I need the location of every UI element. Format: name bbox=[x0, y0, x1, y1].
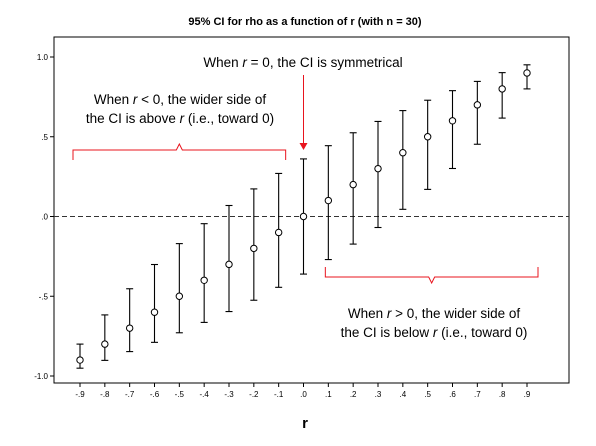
data-point bbox=[101, 340, 109, 348]
annotation-text-run: When bbox=[203, 55, 242, 70]
x-tick-label: -.8 bbox=[100, 390, 110, 399]
annotation-negative-brace bbox=[72, 142, 287, 160]
x-tick-label: .9 bbox=[524, 390, 531, 399]
error-bars bbox=[76, 64, 531, 369]
data-point bbox=[250, 244, 258, 253]
annotation-text-run: When bbox=[348, 306, 387, 321]
chart-title: 95% CI for rho as a function of r (with … bbox=[188, 16, 422, 28]
x-tick-label: .7 bbox=[474, 390, 481, 399]
error-bar bbox=[374, 120, 382, 229]
y-tick-label: 1.0 bbox=[37, 53, 49, 62]
data-point bbox=[399, 149, 407, 157]
data-point bbox=[448, 117, 457, 125]
error-bar bbox=[399, 110, 407, 210]
annotation-positive-brace bbox=[324, 267, 539, 285]
annotation-text-run: r bbox=[433, 325, 438, 340]
annotation-negative-text: the CI is above r (i.e., toward 0) bbox=[86, 111, 274, 126]
x-tick-label: .4 bbox=[399, 390, 406, 399]
annotation-text-run: r bbox=[387, 306, 392, 321]
error-bar bbox=[175, 243, 184, 334]
x-tick-label: .0 bbox=[300, 390, 307, 399]
x-tick-label: -.2 bbox=[249, 390, 259, 399]
error-bar bbox=[523, 64, 531, 90]
x-tick-label: -.4 bbox=[199, 390, 209, 399]
error-bar bbox=[349, 132, 357, 245]
data-point bbox=[349, 180, 357, 189]
data-point bbox=[125, 324, 134, 332]
data-point bbox=[274, 228, 283, 237]
error-bar bbox=[324, 145, 333, 261]
error-bar bbox=[76, 343, 84, 369]
annotation-text-run: r bbox=[242, 55, 247, 70]
plot-area bbox=[53, 36, 570, 384]
annotation-text-run: < 0, the wider side of bbox=[137, 92, 266, 107]
data-point bbox=[324, 196, 333, 205]
x-tick-label: .6 bbox=[449, 390, 456, 399]
data-point bbox=[473, 101, 482, 109]
data-point bbox=[498, 85, 506, 93]
x-tick-label: .1 bbox=[325, 390, 332, 399]
x-axis-label: r bbox=[302, 415, 308, 432]
error-bar bbox=[200, 223, 208, 323]
y-tick-label: .0 bbox=[41, 213, 48, 222]
x-tick-label: -.6 bbox=[150, 390, 160, 399]
data-point bbox=[175, 292, 184, 300]
data-point bbox=[200, 276, 208, 284]
x-tick-label: .2 bbox=[350, 390, 357, 399]
axis-ticks: -1.0 -.5 .0 .5 1.0 -.9 -.8 -.7 -.6 -.5 -.4 -.3 -.2 -.… bbox=[34, 53, 531, 399]
x-tick-label: -.1 bbox=[274, 390, 284, 399]
annotation-text-run: = 0, the CI is symmetrical bbox=[247, 55, 403, 70]
annotation-zero-text: When r = 0, the CI is symmetrical bbox=[203, 55, 402, 70]
x-tick-label: .3 bbox=[375, 390, 382, 399]
data-point bbox=[76, 356, 84, 364]
data-point bbox=[150, 308, 159, 316]
annotation-positive-text: the CI is below r (i.e., toward 0) bbox=[341, 325, 528, 340]
annotation-negative-text: When r < 0, the wider side of bbox=[94, 92, 266, 107]
error-bar bbox=[150, 263, 159, 343]
y-tick-label: -.5 bbox=[39, 292, 49, 301]
error-bar bbox=[299, 158, 308, 275]
annotation-positive-text: When r > 0, the wider side of bbox=[348, 306, 520, 321]
data-point bbox=[299, 212, 308, 221]
error-bar bbox=[250, 188, 258, 301]
data-point bbox=[225, 260, 233, 269]
annotation-text-run: the CI is below bbox=[341, 325, 433, 340]
error-bar bbox=[473, 80, 482, 145]
error-bar bbox=[448, 90, 457, 170]
x-tick-label: -.5 bbox=[175, 390, 185, 399]
annotation-text-run: (i.e., toward 0) bbox=[437, 325, 527, 340]
error-bar bbox=[225, 204, 233, 313]
error-bar bbox=[498, 72, 506, 119]
y-tick-label: .5 bbox=[41, 133, 48, 142]
annotation-text-run: When bbox=[94, 92, 133, 107]
annotation-arrowhead bbox=[299, 143, 308, 150]
annotation-text-run: the CI is above bbox=[86, 111, 180, 126]
x-tick-label: .8 bbox=[499, 390, 506, 399]
annotation-text-run: (i.e., toward 0) bbox=[184, 111, 274, 126]
data-point bbox=[423, 133, 432, 141]
error-bar bbox=[274, 172, 283, 288]
data-point bbox=[374, 164, 382, 173]
error-bar bbox=[423, 99, 432, 190]
x-tick-label: .5 bbox=[424, 390, 431, 399]
x-tick-label: -.3 bbox=[224, 390, 234, 399]
data-point bbox=[523, 69, 531, 77]
error-bar bbox=[125, 288, 134, 353]
x-tick-label: -.7 bbox=[125, 390, 135, 399]
x-tick-label: -.9 bbox=[75, 390, 85, 399]
annotation-text-run: r bbox=[133, 92, 138, 107]
y-tick-label: -1.0 bbox=[34, 372, 48, 381]
annotation-text-run: r bbox=[180, 111, 185, 126]
error-bar bbox=[101, 314, 109, 361]
annotation-text-run: > 0, the wider side of bbox=[391, 306, 520, 321]
